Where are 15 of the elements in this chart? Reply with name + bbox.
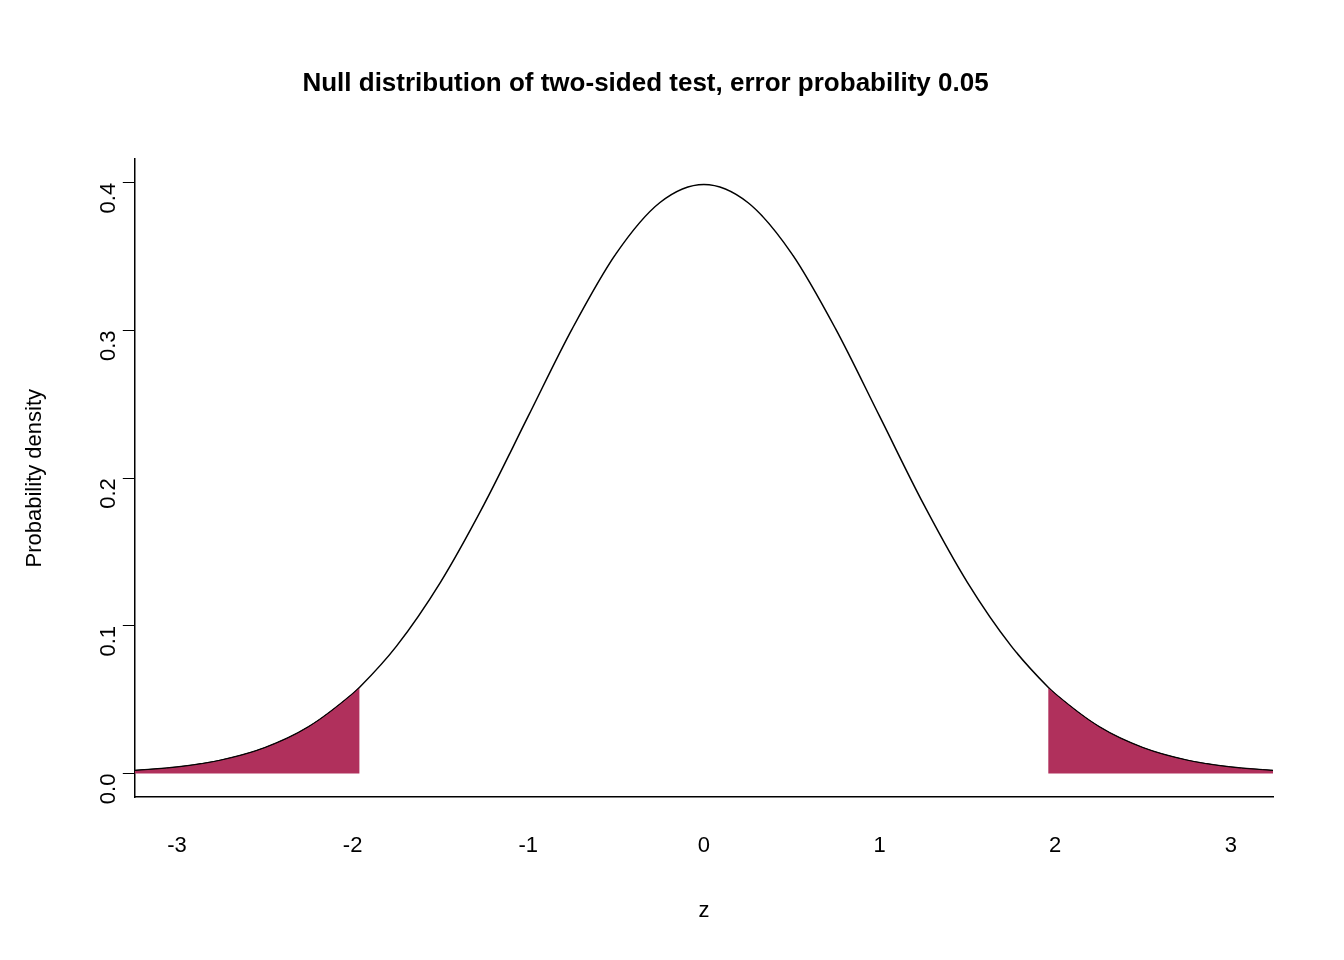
y-tick-label: 0.0 — [94, 773, 120, 805]
y-tick-label: 0.2 — [94, 478, 120, 509]
x-tick-label: -2 — [342, 832, 363, 858]
y-tick-label: 0.1 — [94, 625, 120, 657]
x-tick-label: 3 — [1224, 832, 1237, 858]
x-tick-label: -3 — [167, 832, 187, 858]
y-tick-label: 0.3 — [94, 330, 120, 362]
y-axis-title: Probability density — [21, 388, 47, 568]
x-tick-label: 1 — [873, 832, 886, 858]
x-tick-label: 2 — [1049, 832, 1062, 858]
x-axis-title: z — [698, 896, 710, 922]
x-tick-label: -1 — [518, 832, 539, 858]
x-tick-label: 0 — [697, 832, 711, 858]
y-tick-label: 0.4 — [94, 182, 120, 214]
chart-title: Null distribution of two-sided test, error probability 0.05 — [302, 66, 989, 97]
